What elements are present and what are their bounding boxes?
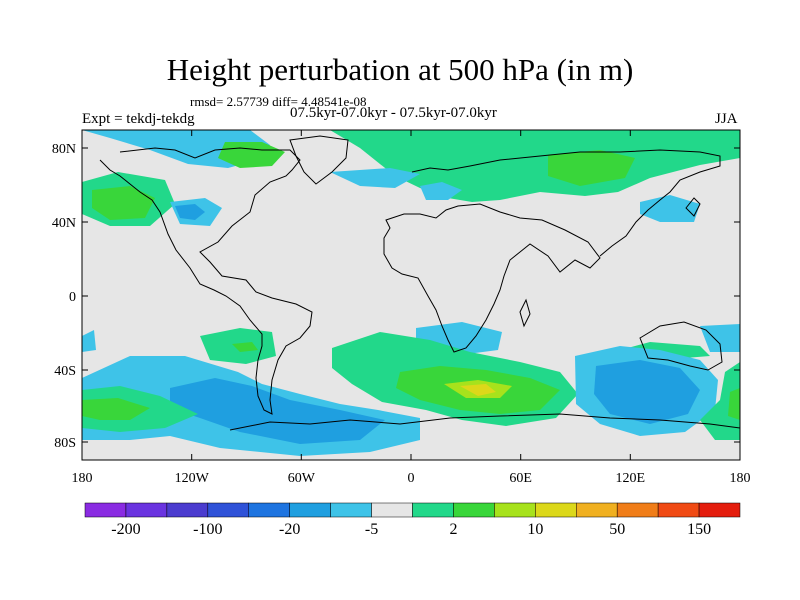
- colorbar-label: -5: [365, 521, 378, 538]
- colorbar-swatch: [125, 502, 168, 518]
- lat-tick-label: 80N: [52, 142, 76, 157]
- lon-tick-label: 180: [730, 471, 751, 486]
- axis-ticks: [81, 130, 741, 460]
- colorbar-swatch: [657, 502, 700, 518]
- lat-tick-label: 40N: [52, 216, 76, 231]
- colorbar-label: -20: [279, 521, 300, 538]
- lat-tick-label: 0: [69, 290, 76, 305]
- lon-tick-label: 60E: [509, 471, 532, 486]
- colorbar-swatch: [289, 502, 331, 518]
- lon-tick-label: 0: [408, 471, 415, 486]
- longitude-labels: 180 120W 60W 0 60E 120E 180: [72, 471, 751, 486]
- colorbar-labels: -200 -100 -20 -5 2 10 50 150: [111, 521, 711, 538]
- colorbar-label: 150: [687, 521, 711, 538]
- colorbar-swatch: [166, 502, 209, 518]
- lon-tick-label: 60W: [288, 471, 316, 486]
- map-title: Height perturbation at 500 hPa (in m): [166, 52, 634, 87]
- colorbar-label: -100: [193, 521, 222, 538]
- colorbar-swatch: [576, 502, 618, 518]
- stats-label: rmsd= 2.57739 diff= 4.48541e-08: [190, 94, 367, 109]
- colorbar-swatch: [616, 502, 659, 518]
- colorbar-swatch: [412, 502, 454, 518]
- contour-layer: [82, 130, 740, 460]
- lon-tick-label: 180: [72, 471, 93, 486]
- lat-tick-label: 80S: [54, 436, 76, 451]
- colorbar-swatch: [248, 502, 290, 518]
- subtitle-label: 07.5kyr-07.0kyr - 07.5kyr-07.0kyr: [290, 105, 497, 121]
- colorbar-label: -200: [111, 521, 140, 538]
- season-label: JJA: [715, 111, 738, 127]
- colorbar-swatch: [453, 502, 495, 518]
- colorbar-swatch: [535, 502, 577, 518]
- colorbar-label: 10: [527, 521, 543, 538]
- colorbar-label: 50: [609, 521, 625, 538]
- lon-tick-label: 120E: [616, 471, 646, 486]
- colorbar-swatch: [207, 502, 249, 518]
- lat-tick-label: 40S: [54, 364, 76, 379]
- latitude-labels: 80N 40N 0 40S 80S: [52, 142, 76, 451]
- colorbar: [84, 502, 741, 518]
- colorbar-swatch: [330, 502, 372, 518]
- colorbar-label: 2: [449, 521, 457, 538]
- colorbar-swatch: [84, 502, 127, 518]
- coastlines: [99, 135, 740, 431]
- colorbar-swatch: [371, 502, 413, 518]
- lon-tick-label: 120W: [175, 471, 210, 486]
- colorbar-swatch: [698, 502, 741, 518]
- colorbar-swatch: [494, 502, 536, 518]
- experiment-label: Expt = tekdj-tekdg: [82, 111, 195, 127]
